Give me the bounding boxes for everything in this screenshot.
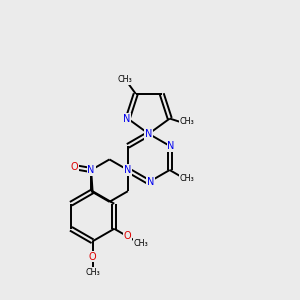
Text: N: N	[124, 165, 131, 175]
Text: N: N	[145, 129, 152, 139]
Text: O: O	[70, 162, 78, 172]
Text: CH₃: CH₃	[85, 268, 100, 277]
Text: CH₃: CH₃	[118, 76, 133, 85]
Text: N: N	[146, 177, 154, 187]
Text: N: N	[167, 141, 175, 151]
Text: O: O	[124, 231, 131, 242]
Text: N: N	[87, 165, 95, 175]
Text: CH₃: CH₃	[180, 117, 195, 126]
Text: O: O	[89, 252, 96, 262]
Text: CH₃: CH₃	[134, 239, 148, 248]
Text: CH₃: CH₃	[180, 174, 195, 183]
Text: N: N	[123, 113, 130, 124]
